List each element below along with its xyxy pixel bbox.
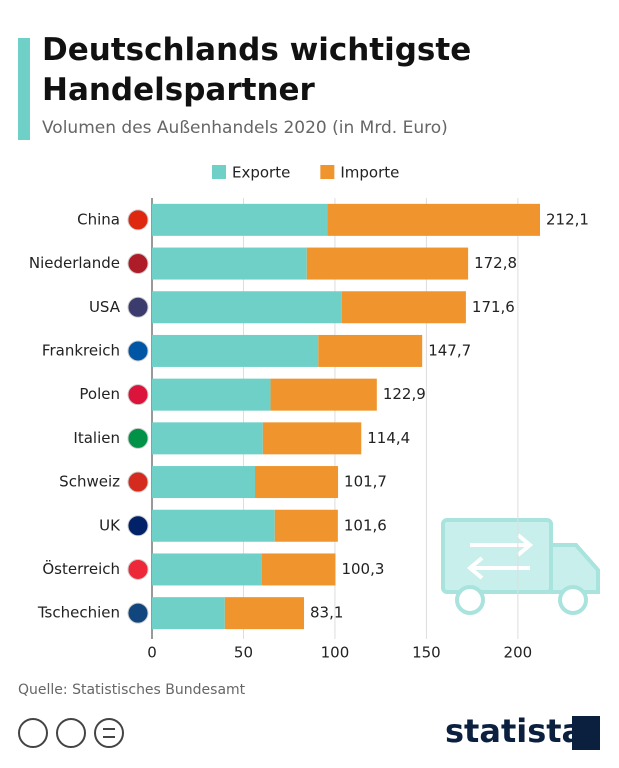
y-tick-label: Schweiz (59, 473, 120, 491)
y-tick-label: UK (99, 516, 121, 534)
flag (127, 515, 149, 537)
logo-mark (572, 716, 600, 750)
bar-segment (152, 334, 319, 367)
x-tick-label: 100 (321, 644, 350, 662)
total-label: 172,8 (474, 254, 517, 272)
flag (127, 296, 149, 318)
total-label: 83,1 (310, 604, 343, 622)
flag (127, 340, 149, 362)
truck-icon (441, 518, 600, 615)
bar-segment (261, 553, 336, 586)
y-tick-label: USA (89, 298, 121, 316)
x-tick-label: 0 (147, 644, 157, 662)
bar-segment (341, 291, 466, 324)
license-icons (18, 718, 124, 748)
y-tick-label: Italien (73, 429, 120, 447)
y-tick-label: Frankreich (42, 341, 120, 359)
total-label: 147,7 (428, 341, 471, 359)
logo: statista (445, 712, 583, 750)
accent-bar (18, 38, 30, 140)
bar-segment (318, 334, 423, 367)
bar-segment (327, 203, 540, 236)
total-label: 212,1 (546, 210, 589, 228)
total-label: 101,7 (344, 473, 387, 491)
total-label: 100,3 (341, 560, 384, 578)
legend-swatch (212, 165, 226, 179)
bar-segment (152, 203, 328, 236)
legend-label: Importe (340, 164, 399, 182)
bar-segment (262, 422, 362, 455)
bar-segment (306, 247, 469, 280)
y-tick-label: Österreich (42, 559, 120, 578)
bar-segment (224, 597, 305, 630)
bar-segment (152, 247, 307, 280)
bar-segment (152, 553, 262, 586)
bar-segment (152, 422, 263, 455)
bar-segment (270, 378, 377, 411)
flag (127, 209, 149, 231)
flag (127, 253, 149, 275)
total-label: 171,6 (472, 298, 515, 316)
flag (127, 427, 149, 449)
flag (127, 602, 149, 624)
total-label: 122,9 (383, 385, 426, 403)
y-tick-label: Tschechien (37, 604, 120, 622)
bar-segment (254, 466, 339, 499)
chart-title: Deutschlands wichtigste Handelspartner (42, 32, 472, 108)
total-label: 101,6 (344, 516, 387, 534)
bar-segment (152, 291, 342, 324)
bar-segment (152, 509, 275, 542)
y-tick-label: China (77, 210, 120, 228)
flag (127, 558, 149, 580)
bar-segment (274, 509, 338, 542)
source: Quelle: Statistisches Bundesamt (18, 682, 246, 698)
total-label: 114,4 (367, 429, 410, 447)
bar-segment (152, 597, 225, 630)
y-tick-label: Polen (79, 385, 120, 403)
chart-subtitle: Volumen des Außenhandels 2020 (in Mrd. E… (42, 118, 448, 138)
legend-label: Exporte (232, 164, 290, 182)
legend-swatch (320, 165, 335, 179)
flag (127, 384, 149, 406)
bar-segment (152, 378, 271, 411)
x-tick-label: 50 (234, 644, 253, 662)
x-tick-label: 200 (504, 644, 533, 662)
x-tick-label: 150 (412, 644, 441, 662)
y-tick-label: Niederlande (29, 254, 120, 272)
bar-segment (152, 466, 255, 499)
flag (127, 471, 149, 493)
